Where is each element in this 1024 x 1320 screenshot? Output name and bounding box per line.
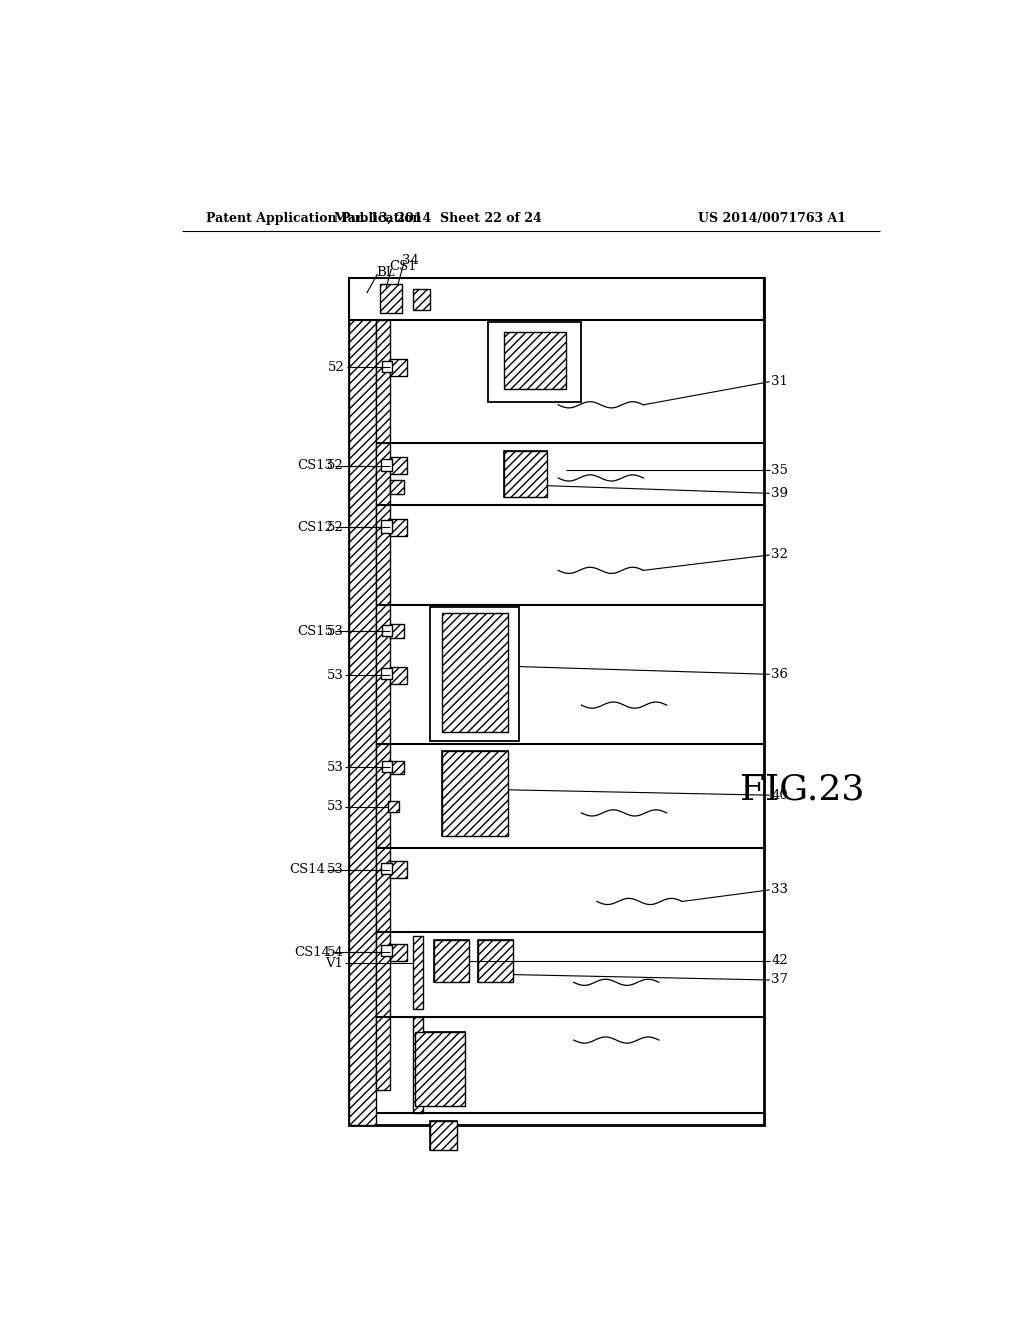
Text: CS12: CS12 — [297, 520, 334, 533]
Bar — [415, 1032, 465, 1106]
Bar — [478, 940, 513, 982]
Bar — [434, 940, 469, 982]
Text: CS15: CS15 — [297, 624, 334, 638]
Text: 36: 36 — [771, 668, 788, 681]
Text: CS1: CS1 — [389, 260, 417, 273]
Bar — [488, 322, 582, 401]
Bar — [349, 277, 764, 1125]
Bar — [381, 863, 391, 874]
Text: 54: 54 — [327, 945, 343, 958]
Bar — [430, 1121, 458, 1150]
Bar — [434, 940, 469, 982]
Bar — [390, 457, 407, 474]
Bar — [382, 762, 391, 772]
Text: 52: 52 — [327, 459, 343, 473]
Bar — [414, 289, 430, 310]
Bar — [380, 284, 401, 313]
Bar — [381, 945, 391, 956]
Bar — [414, 1016, 423, 1113]
Bar — [442, 751, 508, 836]
Bar — [388, 801, 399, 812]
Bar — [390, 862, 407, 878]
Text: 35: 35 — [771, 463, 788, 477]
Bar — [414, 936, 423, 1010]
Text: 31: 31 — [771, 375, 788, 388]
Bar — [390, 624, 403, 638]
Text: 42: 42 — [771, 954, 788, 968]
Bar — [415, 1032, 465, 1106]
Text: 37: 37 — [771, 973, 788, 986]
Text: Mar. 13, 2014  Sheet 22 of 24: Mar. 13, 2014 Sheet 22 of 24 — [334, 213, 542, 224]
Text: 53: 53 — [327, 624, 343, 638]
Text: 53: 53 — [327, 800, 343, 813]
Bar — [504, 451, 547, 498]
Text: FIG.23: FIG.23 — [740, 772, 864, 807]
Bar — [390, 760, 403, 775]
Bar — [478, 940, 513, 982]
Text: 39: 39 — [771, 487, 788, 500]
Bar — [390, 667, 407, 684]
Text: CS14: CS14 — [294, 945, 331, 958]
Bar — [390, 519, 407, 536]
Bar — [382, 360, 391, 372]
Bar — [381, 520, 391, 533]
Bar — [349, 277, 376, 1125]
Bar — [390, 944, 407, 961]
Bar — [430, 607, 519, 742]
Text: US 2014/0071763 A1: US 2014/0071763 A1 — [697, 213, 846, 224]
Bar — [390, 480, 403, 494]
Text: 53: 53 — [327, 668, 343, 681]
Text: 32: 32 — [771, 548, 788, 561]
Text: 34: 34 — [402, 255, 419, 268]
Text: BL: BL — [376, 265, 394, 279]
Text: 53: 53 — [327, 760, 343, 774]
Bar — [430, 1121, 458, 1150]
Bar — [376, 321, 390, 1090]
Bar — [390, 359, 407, 376]
Bar — [382, 626, 391, 636]
Bar — [442, 751, 508, 836]
Text: 52: 52 — [327, 520, 343, 533]
Bar — [381, 668, 391, 678]
Bar — [504, 451, 547, 498]
Text: 33: 33 — [771, 883, 788, 896]
Text: 52: 52 — [329, 360, 345, 374]
Bar — [349, 277, 764, 321]
Text: Patent Application Publication: Patent Application Publication — [206, 213, 421, 224]
Text: V1: V1 — [326, 957, 343, 970]
Bar — [381, 459, 391, 471]
Text: CS13: CS13 — [297, 459, 334, 473]
Bar — [504, 331, 566, 389]
Text: 53: 53 — [327, 863, 343, 876]
Bar — [442, 612, 508, 733]
Text: CS14: CS14 — [290, 863, 326, 876]
Text: 40: 40 — [771, 788, 788, 801]
